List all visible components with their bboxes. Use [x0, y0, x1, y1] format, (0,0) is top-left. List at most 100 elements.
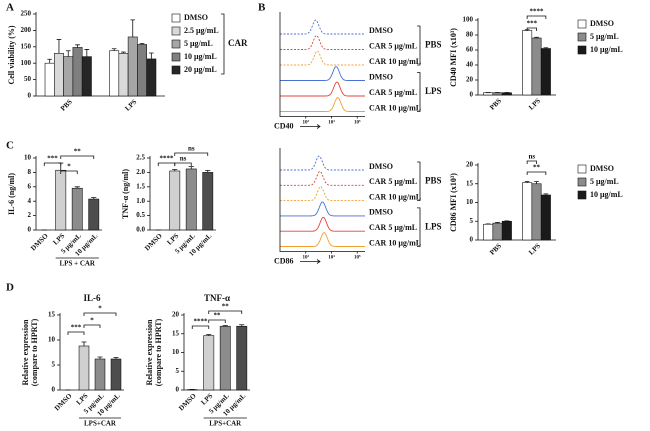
y-tick-label: 0.5	[136, 211, 145, 219]
histogram-curve	[280, 97, 365, 112]
legend-group-label: CAR	[228, 38, 248, 48]
y-tick-label: 2	[28, 211, 32, 219]
bar	[492, 222, 503, 241]
bar	[185, 168, 197, 231]
y-tick-label: 50	[24, 75, 32, 83]
significance-bracket	[526, 171, 547, 175]
bar	[72, 47, 83, 97]
error-bar	[91, 197, 97, 200]
chart-title: TNF-α	[204, 293, 230, 303]
bar	[202, 172, 214, 231]
y-tick-label: 250	[21, 10, 32, 18]
bar	[522, 182, 533, 241]
bar	[78, 345, 90, 391]
error-bar	[543, 47, 549, 49]
y-tick-label: 1.0	[136, 197, 145, 205]
significance-bracket	[83, 312, 117, 316]
histogram-curve	[280, 170, 365, 186]
significance-label: ***	[527, 20, 538, 28]
x-axis-label: CD40	[274, 121, 294, 130]
error-bar	[139, 43, 145, 45]
error-bar	[65, 50, 71, 57]
x-axis-label: CD86	[274, 256, 294, 265]
legend-swatch	[171, 52, 181, 62]
bar	[236, 325, 248, 391]
panel-label: D	[6, 282, 14, 294]
significance-bracket	[526, 27, 537, 31]
y-tick-label: 150	[21, 42, 32, 50]
significance-label: ****	[530, 8, 545, 16]
error-bar	[534, 36, 539, 38]
error-bar	[47, 58, 52, 64]
significance-bracket	[43, 162, 62, 166]
legend-label: 5 μg/mL	[590, 177, 619, 186]
x-tick-label: LPS	[527, 97, 542, 112]
significance-bracket	[208, 310, 243, 314]
legend-label: 10 μg/mL	[590, 45, 623, 54]
histogram-label: CAR 5 μg/mL	[369, 88, 417, 97]
y-tick-label: 10	[24, 154, 32, 162]
significance-label: ****	[194, 318, 209, 326]
x-tick-label: DMSO	[177, 392, 198, 413]
bar	[540, 48, 551, 96]
group-label: PBS	[425, 40, 442, 50]
significance-bracket	[526, 15, 547, 19]
significance-label: ns	[188, 145, 195, 153]
y-tick-label: 2.0	[136, 168, 145, 176]
legend-swatch	[577, 19, 587, 29]
y-tick-label: 0.0	[136, 226, 145, 234]
histogram-curve	[280, 35, 365, 50]
x-tick-label: 10³	[302, 120, 309, 126]
legend-label: 10 μg/mL	[184, 52, 217, 61]
y-tick-label: 60	[466, 46, 474, 54]
y-tick-label: 20	[466, 161, 474, 169]
y-tick-label: 0	[28, 226, 32, 234]
histogram-curve	[280, 155, 365, 171]
error-bar	[524, 181, 530, 183]
error-bar	[130, 19, 136, 37]
x-tick-label: PBS	[488, 242, 503, 257]
group-bracket	[417, 207, 421, 247]
bar	[54, 53, 64, 97]
legend-swatch	[171, 26, 181, 36]
histogram-label: DMSO	[369, 208, 393, 217]
y-tick-label: 0	[470, 91, 474, 99]
bar	[137, 44, 147, 97]
histogram-curve	[280, 81, 365, 97]
panel-label: A	[6, 2, 14, 14]
bar	[531, 37, 542, 96]
x-tick-label: 10⁵	[354, 255, 361, 261]
bar	[483, 92, 494, 96]
bar	[203, 335, 215, 391]
group-label: LPS	[425, 86, 442, 96]
histogram-label: CAR 10 μg/mL	[369, 57, 421, 66]
x-tick-label: LPS	[527, 242, 542, 257]
legend-label: 20 μg/mL	[184, 65, 217, 74]
y-tick-label: 100	[463, 16, 474, 24]
significance-bracket	[526, 160, 537, 164]
histogram-label: DMSO	[369, 72, 393, 81]
y-tick-label: 5	[52, 361, 56, 369]
legend-label: DMSO	[184, 13, 208, 22]
histogram-curve	[280, 65, 365, 81]
error-bar	[188, 166, 194, 169]
histogram-label: CAR 10 μg/mL	[369, 238, 421, 247]
y-tick-label: 0	[176, 386, 180, 394]
y-axis-label: Cell viability (%)	[7, 25, 16, 84]
axis-arrow	[300, 259, 321, 264]
bar	[109, 50, 120, 97]
legend-label: DMSO	[590, 19, 614, 28]
panel-label: B	[258, 2, 266, 14]
significance-bracket	[174, 162, 192, 166]
bar	[44, 62, 55, 97]
histogram-label: CAR 10 μg/mL	[369, 103, 421, 112]
group-label: LPS	[425, 221, 442, 231]
error-bar	[84, 49, 90, 57]
legend-swatch	[577, 164, 587, 174]
y-tick-label: 8	[28, 168, 32, 176]
error-bar	[534, 181, 539, 184]
y-tick-label: 200	[21, 26, 32, 34]
y-tick-label: 15	[48, 311, 56, 319]
significance-label: **	[533, 164, 541, 172]
